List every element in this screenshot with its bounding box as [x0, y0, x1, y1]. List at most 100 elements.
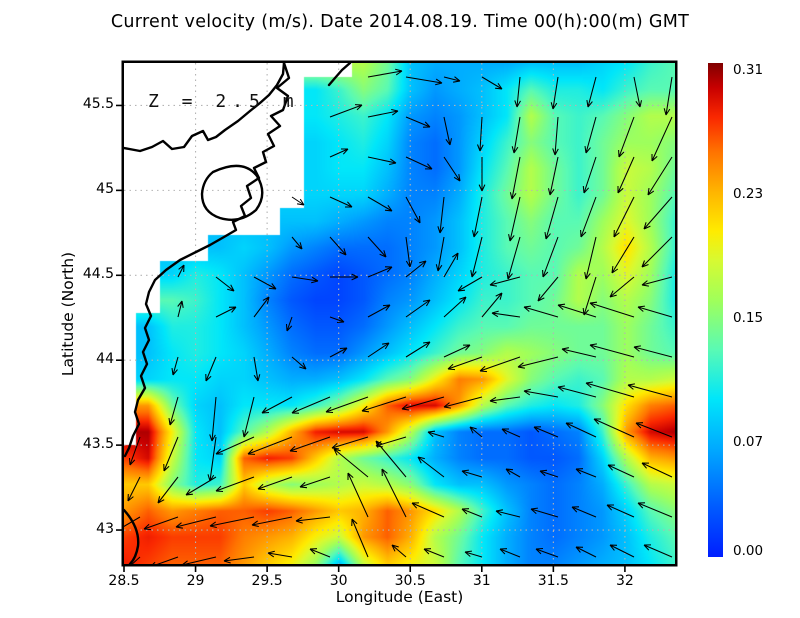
x-axis-label: Longitude (East)	[335, 588, 464, 606]
y-tick-label: 44	[96, 351, 114, 368]
coastline	[327, 63, 352, 87]
current-vector-arrow	[627, 383, 673, 398]
current-vector-arrow	[582, 276, 597, 316]
current-vector-arrow	[405, 299, 431, 318]
current-vector-arrow	[535, 547, 559, 558]
current-vector-arrow	[539, 469, 559, 478]
current-vector-arrow	[367, 196, 393, 212]
current-vector-arrow	[478, 157, 486, 192]
current-vector-arrow	[589, 301, 635, 318]
current-vector-arrow	[643, 544, 673, 558]
depth-annotation: Z = 2.5 m	[148, 91, 300, 112]
colorbar-gradient	[708, 63, 723, 557]
current-vector-arrow	[606, 504, 635, 518]
x-tick-label: 28.5	[108, 573, 140, 589]
current-vector-arrow	[185, 476, 217, 496]
current-vector-arrow	[391, 544, 407, 558]
current-vector-arrow	[253, 296, 270, 318]
current-vector-arrow	[443, 296, 467, 318]
x-tick-label: 30.5	[394, 573, 426, 589]
current-vector-arrow	[209, 396, 217, 442]
current-vector-arrow	[499, 548, 521, 558]
current-vector-arrow	[557, 303, 597, 318]
current-vector-arrow	[514, 76, 521, 108]
current-vector-arrow	[251, 516, 293, 528]
x-tick-label: 30	[329, 573, 348, 589]
current-vector-arrow	[381, 468, 407, 518]
current-vector-arrow	[163, 436, 179, 472]
current-vector-arrow	[511, 116, 521, 154]
current-vector-arrow	[329, 104, 363, 118]
current-vector-arrow	[367, 108, 399, 118]
plot-title: Current velocity (m/s). Date 2014.08.19.…	[110, 12, 690, 32]
current-vector-arrow	[663, 76, 673, 116]
current-vector-arrow	[405, 341, 431, 358]
current-vector-arrow	[533, 426, 559, 438]
current-vector-arrow	[530, 507, 559, 518]
x-tick-label: 29.5	[251, 573, 283, 589]
y-tick-label: 44.5	[82, 266, 114, 283]
current-vector-arrow	[333, 448, 369, 478]
current-vector-arrow	[291, 236, 303, 250]
current-vector-arrow	[651, 116, 673, 162]
current-vector-arrow	[367, 304, 391, 318]
current-vector-arrow	[586, 76, 597, 108]
current-vector-arrow	[461, 469, 483, 478]
colorbar-tick-label: 0.23	[733, 186, 764, 203]
current-vector-arrow	[633, 76, 643, 108]
current-vector-arrow	[509, 156, 521, 200]
current-vector-arrow	[550, 76, 559, 110]
current-vector-arrow	[309, 548, 331, 558]
current-vector-arrow	[447, 356, 483, 371]
current-vector-arrow	[491, 310, 521, 318]
current-vector-arrow	[589, 343, 635, 358]
current-vector-arrow	[329, 148, 349, 158]
x-tick-label: 29	[186, 573, 205, 589]
current-vector-arrow	[417, 456, 445, 478]
coastline	[200, 164, 264, 221]
current-vector-arrow	[471, 196, 483, 238]
current-vector-arrow	[609, 544, 635, 558]
current-vector-arrow	[401, 396, 445, 411]
current-vector-arrow	[464, 550, 483, 558]
colorbar	[708, 63, 723, 557]
coastline	[124, 508, 140, 564]
current-vector-arrow	[411, 502, 445, 518]
current-vector-arrow	[479, 356, 521, 373]
current-vector-arrow	[647, 156, 673, 196]
current-vector-arrow	[481, 76, 503, 90]
current-vector-arrow	[329, 316, 345, 324]
current-vector-arrow	[575, 468, 597, 478]
current-vector-arrow	[215, 306, 237, 318]
current-vector-arrow	[223, 556, 255, 564]
x-tick-label: 31.5	[537, 573, 569, 589]
current-vector-arrow	[247, 436, 293, 455]
y-tick-label: 45	[96, 181, 114, 198]
current-vector-arrow	[152, 556, 179, 564]
current-vector-arrow	[580, 196, 597, 238]
current-vector-arrow	[367, 156, 397, 166]
current-vector-arrow	[575, 546, 597, 558]
current-vector-arrow	[242, 396, 255, 438]
current-vector-arrow	[617, 156, 635, 194]
current-vector-arrow	[375, 436, 407, 448]
current-vector-arrow	[291, 196, 305, 206]
coastline	[124, 63, 291, 458]
current-vector-arrow	[405, 76, 443, 86]
current-vector-arrow	[571, 506, 597, 518]
current-vector-arrow	[457, 276, 483, 292]
current-vector-arrow	[209, 516, 255, 529]
current-vector-arrow	[469, 426, 483, 438]
current-vector-arrow	[443, 252, 459, 278]
current-vector-arrow	[285, 316, 293, 332]
current-vector-arrow	[506, 236, 521, 280]
current-vector-arrow	[561, 347, 597, 358]
current-vector-arrow	[295, 516, 331, 524]
colorbar-tick-label: 0.15	[733, 310, 764, 327]
current-vector-arrow	[637, 502, 673, 518]
current-vector-arrow	[517, 356, 559, 369]
current-vector-arrow	[582, 156, 597, 194]
x-tick-label: 31	[472, 573, 491, 589]
current-vector-arrow	[291, 276, 319, 284]
current-vector-arrow	[347, 472, 369, 518]
